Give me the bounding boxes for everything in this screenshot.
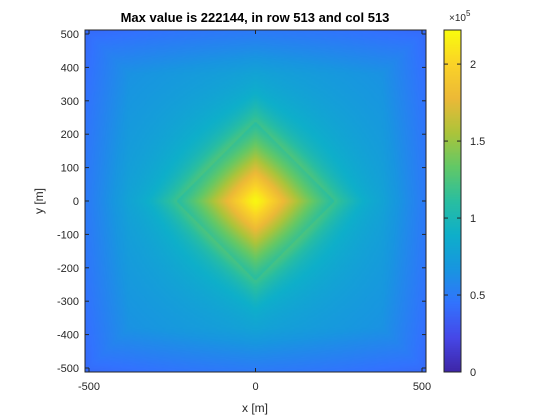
colorbar-tick-label: 0 [470,367,476,379]
y-tick-label: -200 [57,263,79,275]
colorbar-frame [443,29,462,373]
y-tick-label: -300 [57,296,79,308]
colorbar-gradient [444,30,461,372]
colorbar-tick-label: 1.5 [470,136,485,148]
y-axis-label: y [m] [32,188,46,214]
x-axis: -500 0 500 [78,30,431,393]
y-tick-label: 100 [61,163,79,175]
y-tick-label: -500 [57,363,79,375]
x-axis-label: x [m] [242,401,268,415]
x-tick-label: 0 [252,381,258,393]
chart-title: Max value is 222144, in row 513 and col … [121,10,390,25]
colorbar-exponent: ×105 [449,9,471,24]
x-tick-label: -500 [78,381,100,393]
colorbar-exponent-base: ×10 [449,13,466,24]
heatmap-image [85,30,426,372]
y-tick-label: 200 [61,129,79,141]
colorbar-tick-label: 0.5 [470,290,485,302]
colorbar-exponent-power: 5 [466,9,471,18]
y-tick-label: 500 [61,29,79,41]
x-tick-label: 500 [413,381,431,393]
y-axis: -500 -400 -300 -200 -100 0 100 200 300 400 500 [57,29,426,375]
y-tick-label: 0 [73,196,79,208]
colorbar-tick-label: 2 [470,59,476,71]
y-tick-label: -400 [57,330,79,342]
y-tick-label: 400 [61,62,79,74]
plot-area [84,29,427,373]
y-tick-label: 300 [61,96,79,108]
colorbar: 0 0.5 1 1.5 2 ×105 [443,9,485,379]
colorbar-ticks: 0 0.5 1 1.5 2 [444,59,485,379]
y-tick-label: -100 [57,229,79,241]
colorbar-tick-label: 1 [470,213,476,225]
